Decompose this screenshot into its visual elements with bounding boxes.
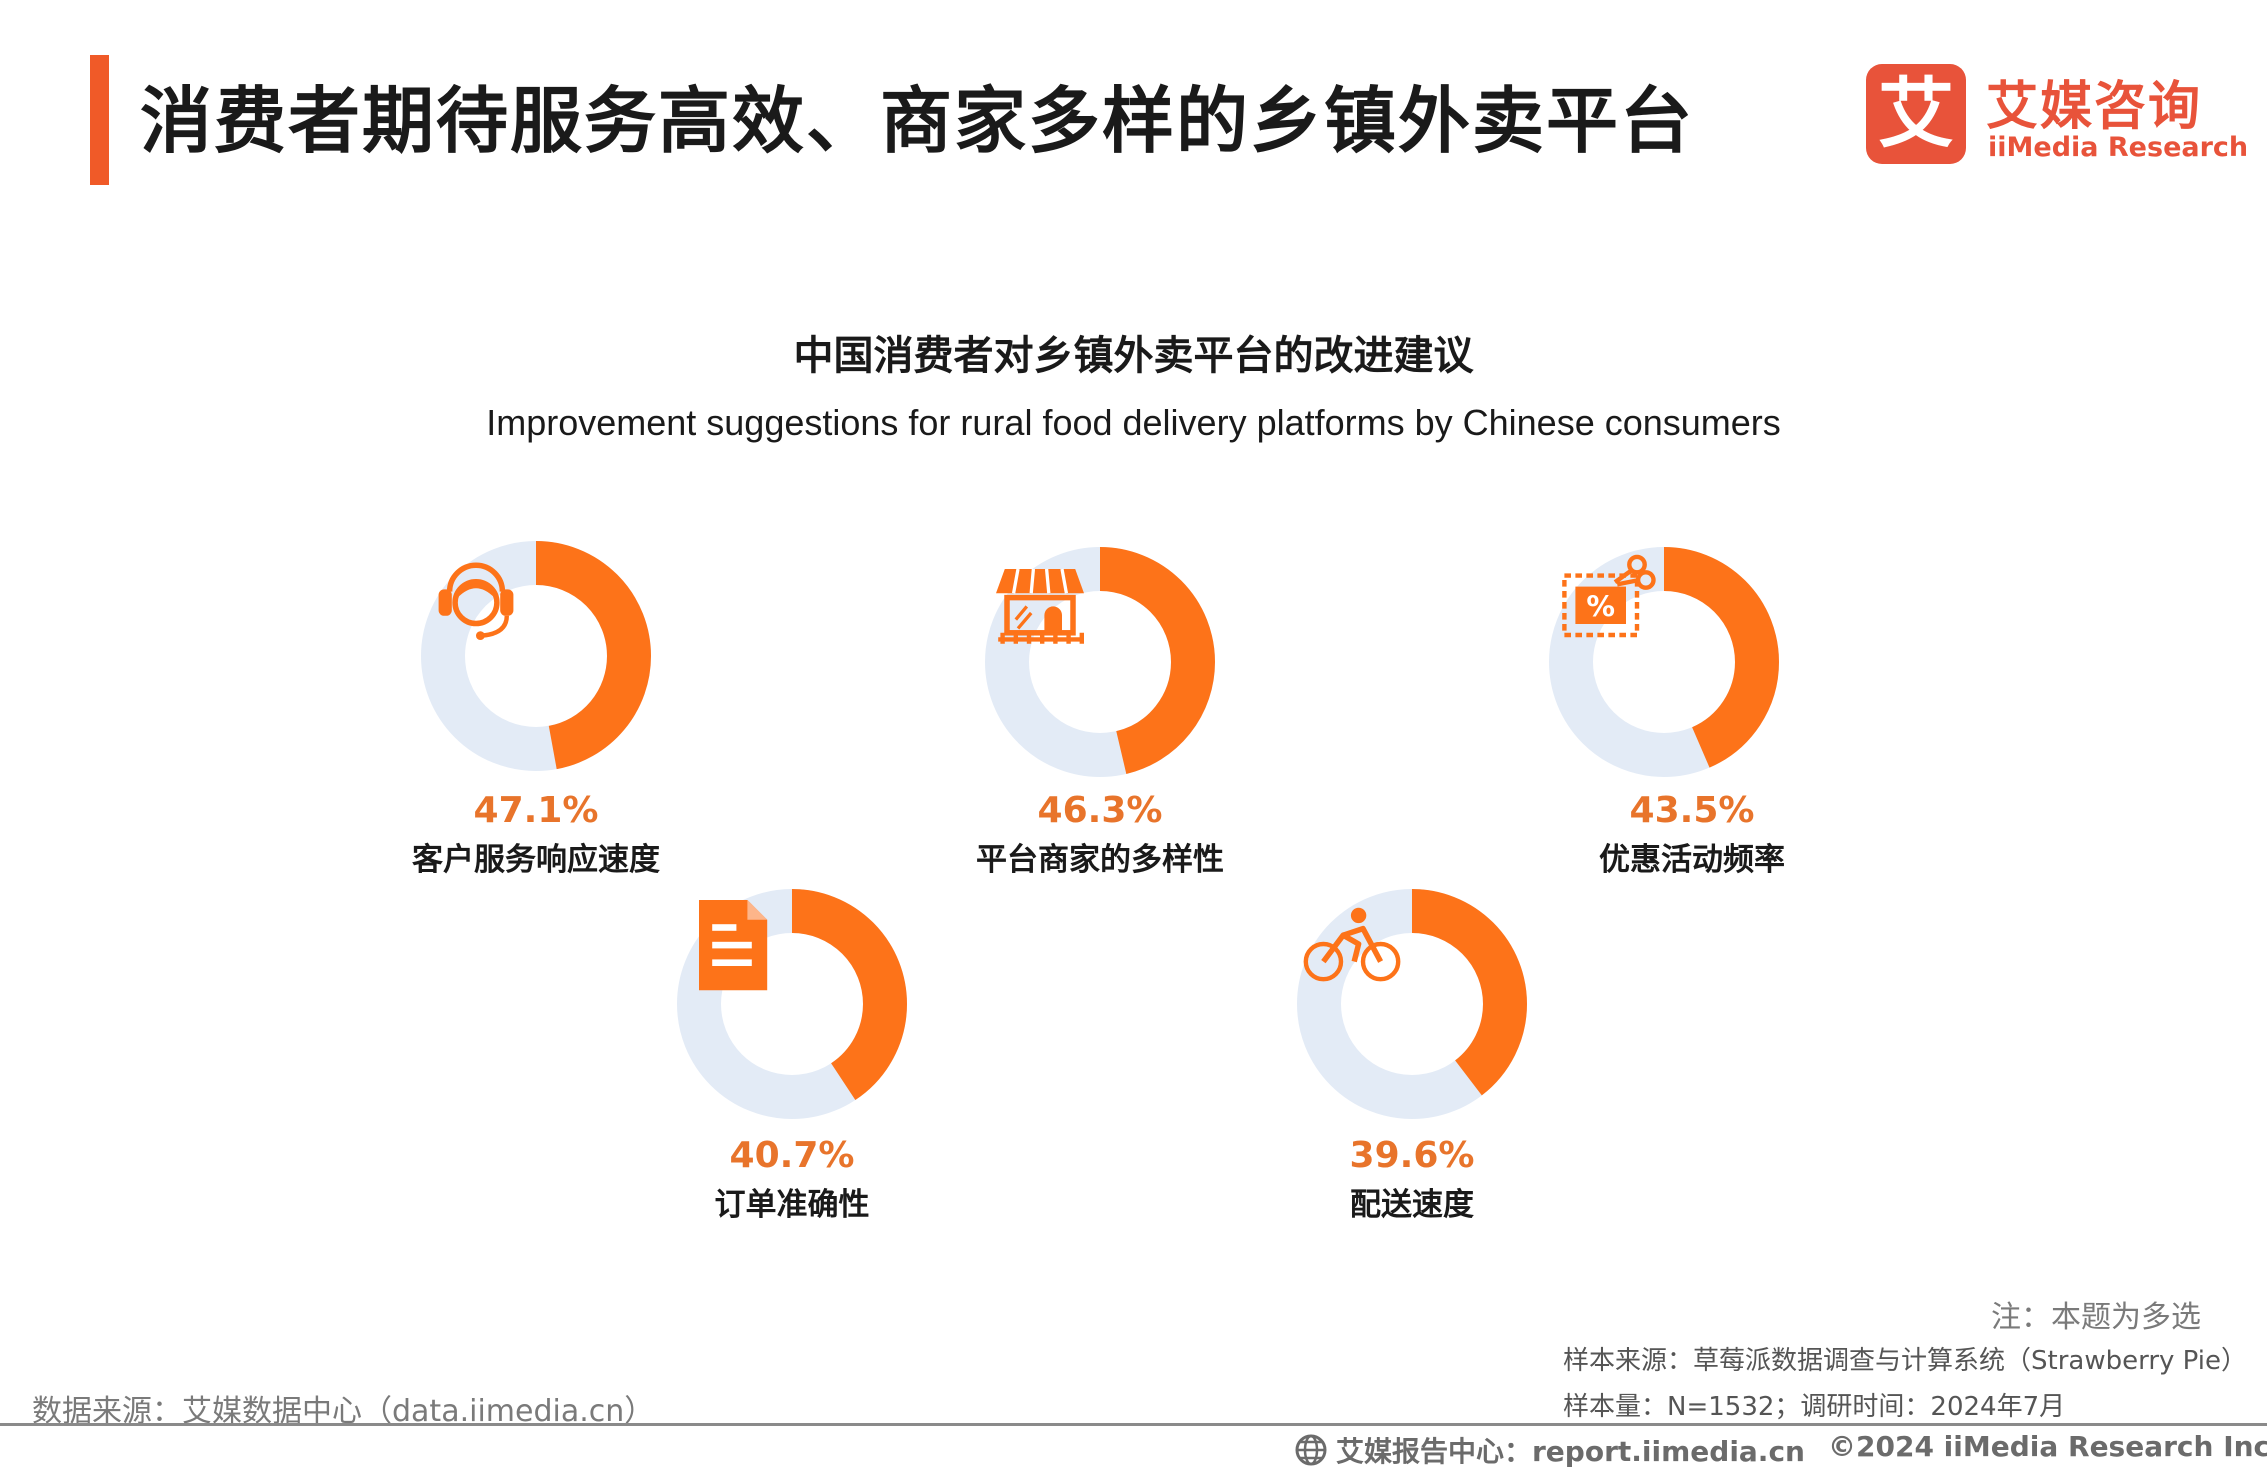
- sample-source: 样本来源：草莓派数据调查与计算系统（Strawberry Pie）: [1563, 1346, 2247, 1376]
- donut-value-arc: [1549, 547, 1779, 777]
- sample-size: 样本量：N=1532；调研时间：2024年7月: [1563, 1392, 2066, 1422]
- donut-chart-promotion-frequency: %: [1549, 547, 1779, 777]
- report-center-text: 艾媒报告中心：report.iimedia.cn: [1336, 1435, 1805, 1468]
- svg-text:%: %: [1586, 589, 1615, 623]
- multi-select-note: 注：本题为多选: [1991, 1300, 2201, 1335]
- donut-chart-order-accuracy: [677, 889, 907, 1119]
- chart-subtitle: Improvement suggestions for rural food d…: [486, 402, 1781, 443]
- chart-title: 中国消费者对乡镇外卖平台的改进建议: [793, 333, 1474, 379]
- percent-label: 43.5%: [1629, 790, 1755, 831]
- donut-chart-delivery-speed: [1297, 889, 1527, 1119]
- donut-chart-merchant-diversity: [985, 547, 1215, 777]
- donut-value-arc: [421, 541, 651, 771]
- percent-label: 46.3%: [1037, 790, 1163, 831]
- donut-svg: [1297, 889, 1527, 1119]
- logo-text-en: iiMedia Research: [1988, 132, 2249, 163]
- donut-chart-customer-service: [421, 541, 651, 771]
- report-center-link[interactable]: 艾媒报告中心：report.iimedia.cn: [1294, 1430, 1805, 1470]
- page-title: 消费者期待服务高效、商家多样的乡镇外卖平台: [140, 79, 1695, 163]
- footer-divider: [0, 1423, 2267, 1426]
- title-accent-bar: [90, 55, 109, 185]
- percent-label: 39.6%: [1349, 1135, 1475, 1176]
- storefront-icon: [996, 568, 1084, 644]
- category-label: 平台商家的多样性: [976, 842, 1224, 878]
- donut-value-arc: [677, 889, 907, 1119]
- cyclist-icon: [1303, 907, 1401, 982]
- category-label: 客户服务响应速度: [412, 842, 660, 878]
- donut-svg: [985, 547, 1215, 777]
- iimedia-logo: 艾 艾媒咨询 iiMedia Research: [1866, 62, 2248, 172]
- globe-icon: [1295, 1434, 1327, 1466]
- logo-mark: 艾: [1866, 64, 1966, 164]
- category-label: 优惠活动频率: [1599, 842, 1785, 878]
- percent-label: 40.7%: [729, 1135, 855, 1176]
- logo-text-cn: 艾媒咨询: [1986, 77, 2203, 137]
- coupon-icon: %: [1562, 554, 1656, 638]
- document-icon: [699, 900, 768, 991]
- donut-svg: [677, 889, 907, 1119]
- category-label: 配送速度: [1350, 1187, 1474, 1223]
- donut-svg: [1549, 547, 1779, 777]
- donut-value-arc: [1297, 889, 1527, 1119]
- donut-svg: [421, 541, 651, 771]
- percent-label: 47.1%: [473, 790, 599, 831]
- donut-value-arc: [985, 547, 1215, 777]
- copyright: ©2024 iiMedia Research Inc: [1828, 1430, 2267, 1463]
- category-label: 订单准确性: [714, 1187, 870, 1223]
- headset-icon: [438, 562, 514, 640]
